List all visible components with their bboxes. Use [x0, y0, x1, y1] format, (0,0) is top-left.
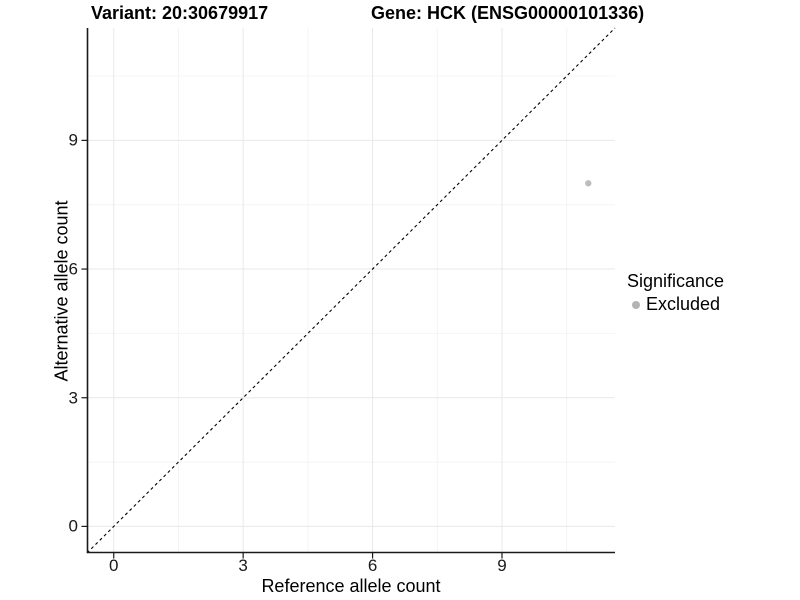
x-tick-label: 3	[238, 556, 248, 575]
y-tick-label: 6	[68, 259, 78, 279]
legend-key	[627, 296, 645, 314]
variant-title: Variant: 20:30679917	[91, 3, 269, 23]
legend-title: Significance	[627, 271, 725, 291]
y-tick-label: 9	[68, 130, 78, 150]
plot-panel	[81, 27, 616, 559]
legend: Significance Excluded	[627, 271, 724, 315]
identity-line	[86, 27, 616, 554]
y-tick-label: 3	[68, 388, 78, 408]
x-axis-title: Reference allele count	[261, 576, 441, 596]
x-tick-label: 0	[109, 556, 119, 575]
x-tick-label: 6	[367, 556, 378, 575]
y-axis-title: Alternative allele count	[51, 200, 72, 382]
excluded-point-icon	[632, 300, 640, 309]
x-tick-label: 9	[497, 556, 507, 575]
legend-item-label: Excluded	[646, 294, 721, 314]
legend-item-excluded: Excluded	[627, 294, 724, 315]
y-tick-label: 0	[68, 516, 78, 536]
plot-canvas	[81, 27, 616, 559]
data-point	[585, 180, 592, 187]
gene-title: Gene: HCK (ENSG00000101336)	[371, 3, 645, 23]
